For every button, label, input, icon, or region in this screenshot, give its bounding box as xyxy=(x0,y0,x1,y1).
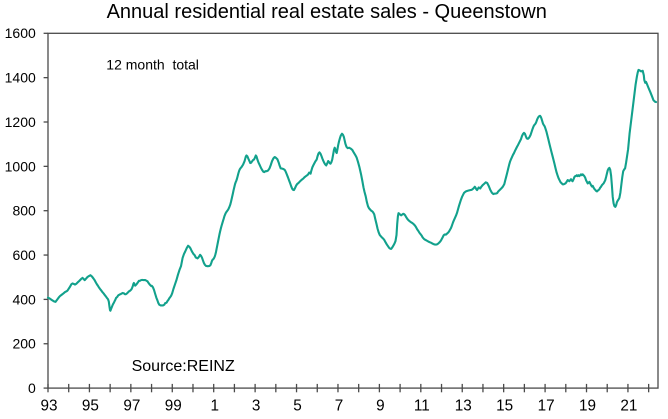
svg-text:17: 17 xyxy=(538,398,555,415)
svg-text:95: 95 xyxy=(82,398,99,415)
svg-text:12 month total: 12 month total xyxy=(106,56,199,72)
svg-text:3: 3 xyxy=(252,398,261,415)
svg-text:11: 11 xyxy=(414,398,430,415)
svg-text:13: 13 xyxy=(455,398,472,415)
svg-text:9: 9 xyxy=(376,398,385,415)
svg-text:1000: 1000 xyxy=(5,158,36,174)
svg-text:1200: 1200 xyxy=(5,114,36,130)
svg-text:1600: 1600 xyxy=(5,25,36,41)
svg-text:Source:REINZ: Source:REINZ xyxy=(132,358,235,375)
svg-text:400: 400 xyxy=(12,291,36,307)
svg-text:600: 600 xyxy=(12,247,36,263)
svg-text:99: 99 xyxy=(165,398,182,415)
svg-text:7: 7 xyxy=(335,398,344,415)
svg-text:5: 5 xyxy=(293,398,302,415)
svg-text:1: 1 xyxy=(210,398,219,415)
svg-text:15: 15 xyxy=(496,398,513,415)
svg-text:0: 0 xyxy=(28,380,36,396)
svg-text:21: 21 xyxy=(620,398,637,415)
svg-text:800: 800 xyxy=(12,203,36,219)
svg-text:93: 93 xyxy=(40,398,57,415)
svg-text:19: 19 xyxy=(579,398,596,415)
svg-text:Annual residential real estate: Annual residential real estate sales - Q… xyxy=(107,1,547,23)
svg-text:1400: 1400 xyxy=(5,70,36,86)
svg-text:200: 200 xyxy=(12,336,36,352)
svg-text:97: 97 xyxy=(123,398,140,415)
